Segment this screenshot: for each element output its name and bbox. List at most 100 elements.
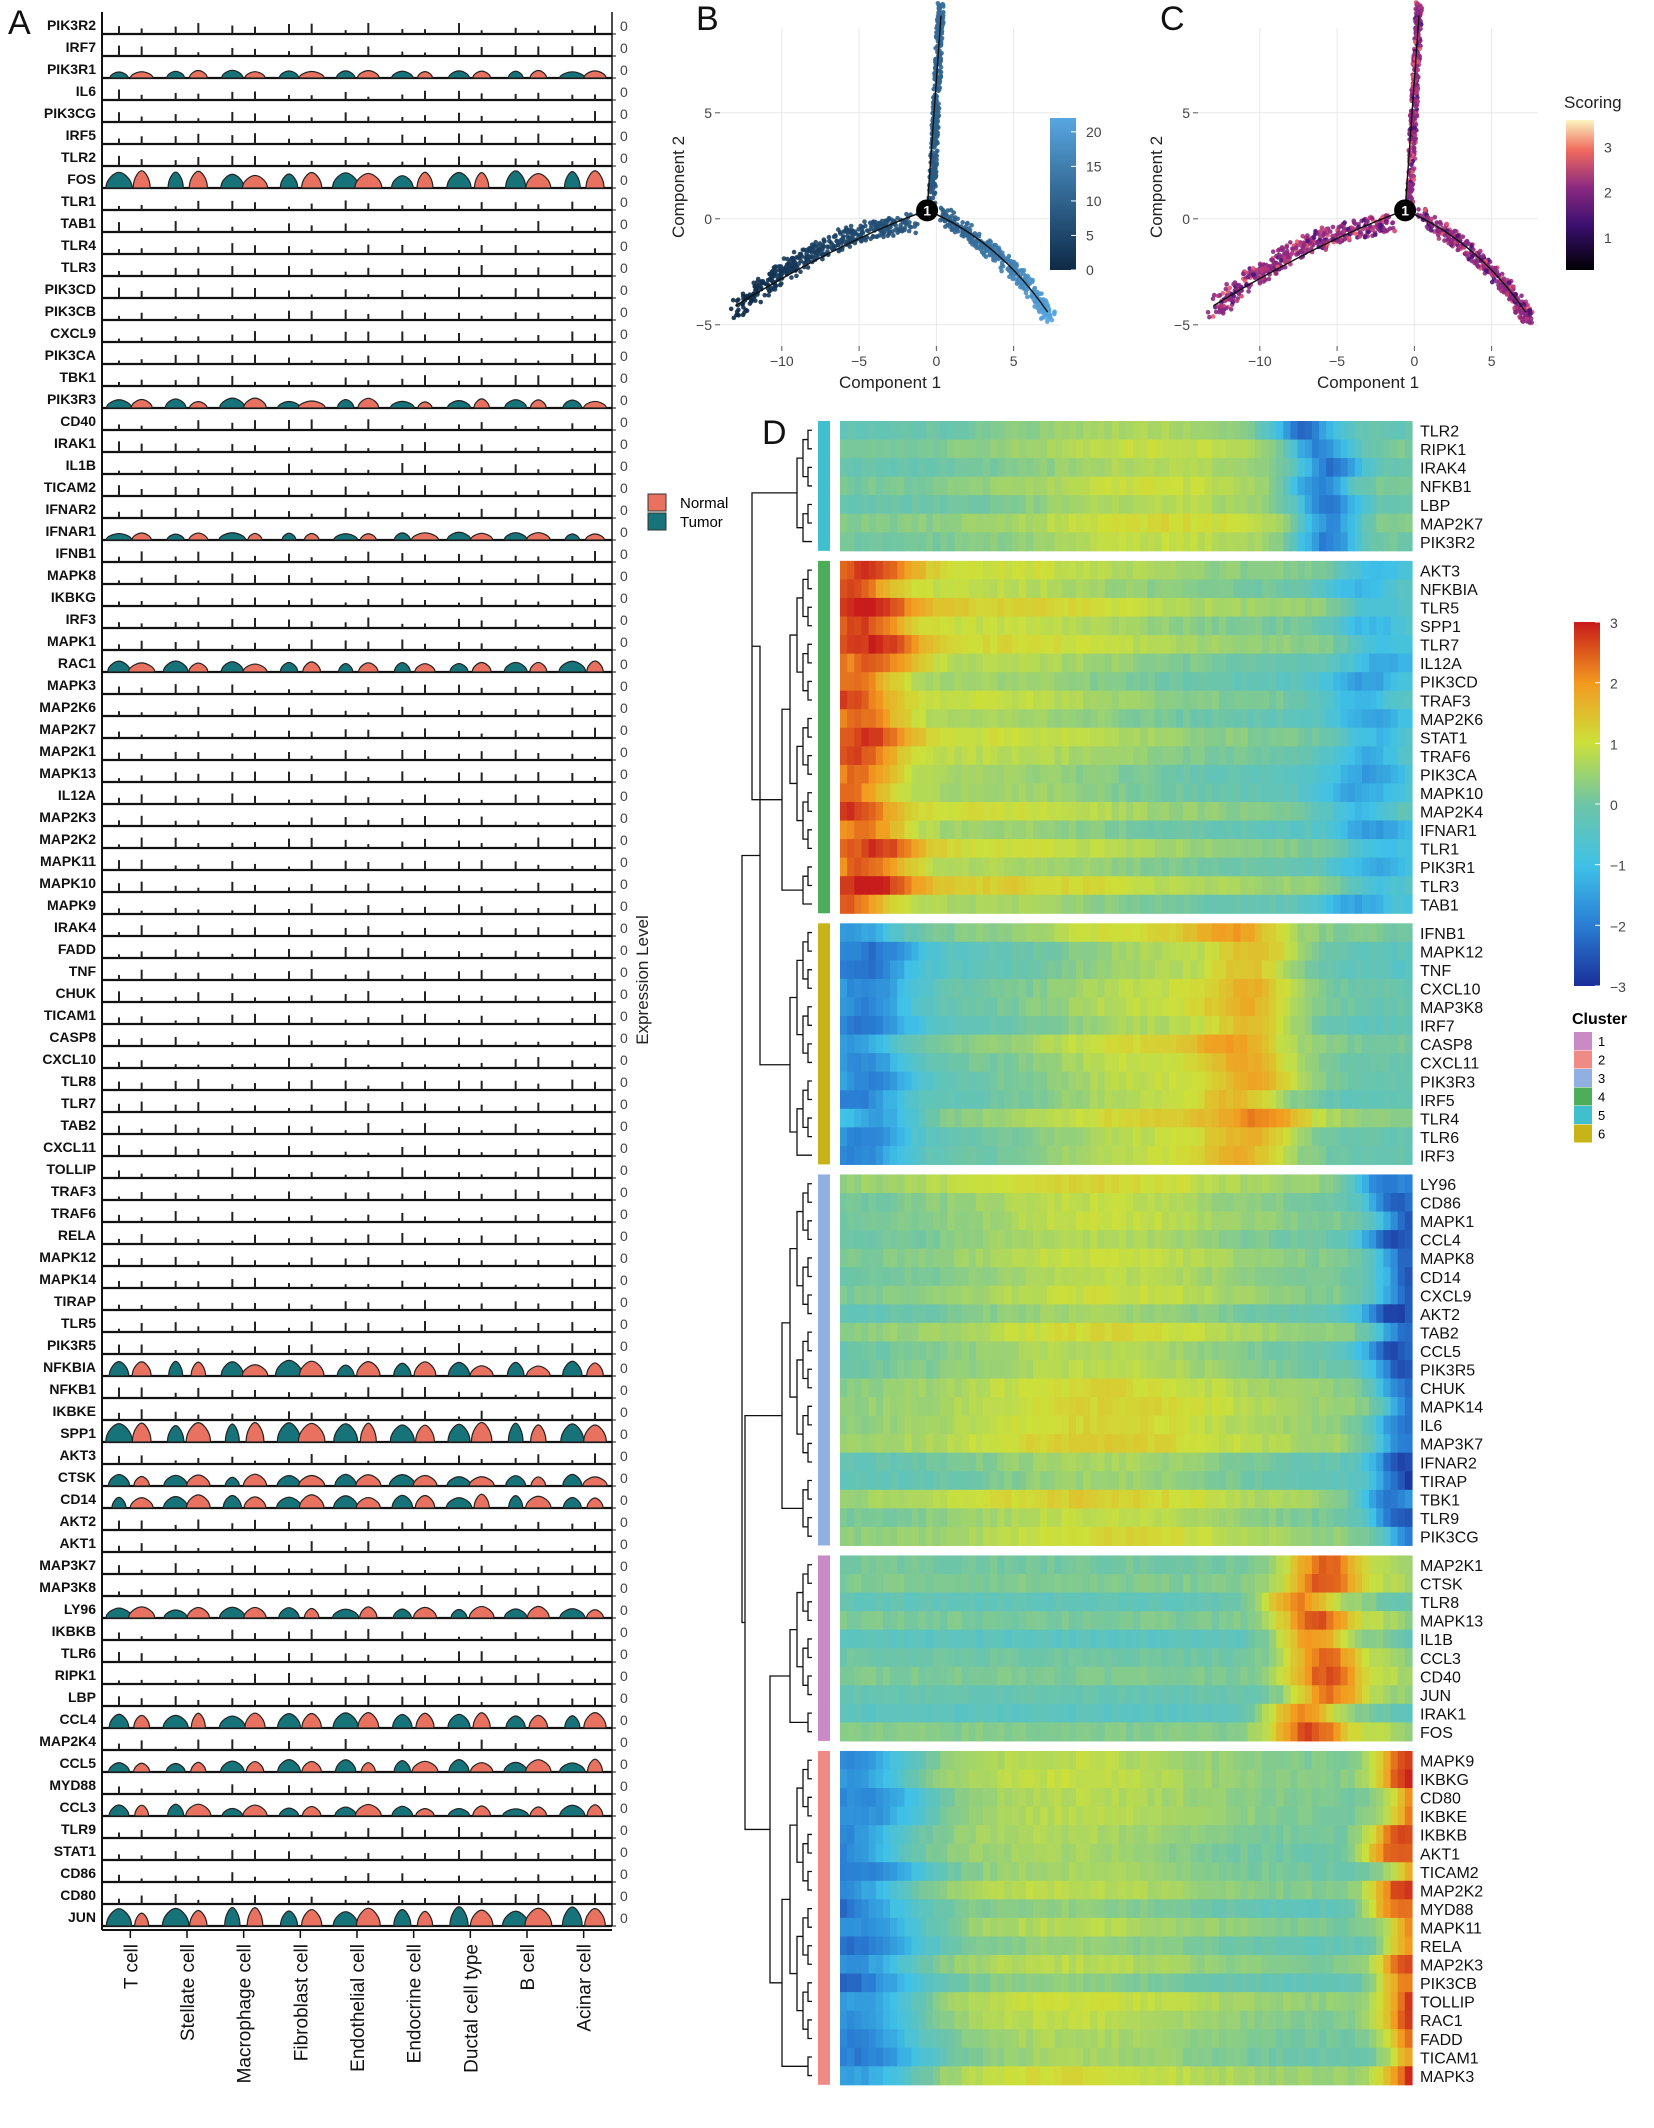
heatmap-cell (1226, 532, 1234, 552)
heatmap-cell (1133, 439, 1141, 459)
heatmap-cell (1319, 560, 1327, 580)
heatmap-cell (975, 458, 984, 478)
heatmap-cell (947, 513, 955, 533)
cell-point (781, 256, 787, 261)
violin-shape (391, 1713, 413, 1729)
heatmap-cell (861, 579, 870, 599)
heatmap-cell (1154, 597, 1163, 617)
heatmap-cell (1033, 579, 1041, 599)
heatmap-cell (1226, 439, 1234, 459)
violin-shape (303, 532, 320, 541)
cell-point (1278, 258, 1284, 263)
cell-point (760, 280, 765, 285)
heatmap-cell (1297, 560, 1306, 580)
heatmap-gene-label: IRAK4 (1420, 461, 1466, 478)
cell-point (797, 251, 803, 257)
heatmap-cell (1097, 513, 1106, 533)
cell-point (999, 260, 1005, 266)
heatmap-cell (847, 597, 855, 617)
violin-row: IRF3 0 (66, 611, 628, 630)
violin-shape (354, 1803, 382, 1817)
violin-shape (189, 1909, 208, 1927)
heatmap-cell (918, 458, 927, 478)
violin-shape (297, 400, 326, 409)
heatmap-cell (1340, 439, 1349, 459)
violin-shape (331, 1608, 360, 1619)
violin-gene-label: CCL3 (59, 1799, 96, 1815)
heatmap-cell (1075, 476, 1084, 496)
heatmap-cell (1040, 597, 1048, 617)
panel-label-c: C (1160, 0, 1185, 38)
cell-point (943, 212, 949, 218)
violin-gene-label: TOLLIP (46, 1161, 96, 1177)
violin-shape (279, 661, 299, 673)
violin-shape (129, 71, 154, 79)
heatmap-cell (1354, 532, 1363, 552)
heatmap-cell (1047, 421, 1056, 441)
heatmap-cell (1218, 421, 1227, 441)
heatmap-cell (1140, 421, 1149, 441)
cell-point (1480, 253, 1486, 259)
violin-row: RAC1 0 (58, 655, 628, 674)
cell-point (907, 224, 913, 229)
heatmap-cell (1197, 495, 1206, 515)
cell-point (794, 273, 799, 279)
violin-shape (412, 1606, 438, 1619)
heatmap-cell (897, 421, 905, 441)
heatmap-cell (990, 579, 998, 599)
heatmap-cell (954, 597, 963, 617)
violin-shape (242, 663, 268, 673)
heatmap-cell (875, 495, 884, 515)
heatmap-cell (904, 458, 913, 478)
violin-shape (354, 172, 383, 189)
cell-point (1228, 306, 1234, 312)
heatmap-cell (968, 476, 977, 496)
heatmap-cell (861, 439, 870, 459)
heatmap-cell (904, 597, 913, 617)
violin-shape (584, 533, 606, 541)
heatmap-cell (1011, 560, 1020, 580)
heatmap-cell (932, 439, 941, 459)
heatmap-cell (861, 476, 870, 496)
heatmap-cell (854, 476, 863, 496)
heatmap-cell (1190, 458, 1199, 478)
violin-shape (358, 662, 379, 673)
heatmap-cell (1140, 495, 1149, 515)
heatmap-cell (1176, 476, 1184, 496)
heatmap-cell (890, 560, 898, 580)
cell-point (976, 234, 982, 239)
heatmap-cell (890, 579, 898, 599)
heatmap-cell (1154, 458, 1163, 478)
heatmap-cell (947, 597, 955, 617)
cell-point (1346, 236, 1352, 241)
cell-point (935, 130, 940, 136)
cell-point (735, 297, 741, 302)
cell-point (834, 238, 839, 244)
violin-shape (505, 1475, 527, 1487)
heatmap-cell (1269, 532, 1277, 552)
violin-shape (559, 1762, 586, 1773)
heatmap-cell (954, 579, 963, 599)
heatmap-cell (1190, 579, 1199, 599)
heatmap-cell (1276, 532, 1284, 552)
cell-point (979, 249, 985, 255)
violin-shape (274, 1359, 304, 1377)
cell-point (932, 71, 937, 76)
cell-point (951, 210, 957, 215)
heatmap-cell (1004, 560, 1013, 580)
heatmap-cell (911, 495, 920, 515)
heatmap-gene-label: LBP (1420, 498, 1450, 515)
heatmap-cell (882, 458, 891, 478)
cell-point (826, 244, 831, 250)
violin-row-zero-tick: 0 (620, 1206, 628, 1222)
violin-row: CCL4 0 (59, 1711, 628, 1730)
cell-point (1021, 268, 1027, 273)
violin-row-zero-tick: 0 (620, 62, 628, 78)
heatmap-cell (1168, 458, 1177, 478)
cell-point (813, 239, 819, 245)
heatmap-cell (1011, 532, 1020, 552)
heatmap-cell (1354, 513, 1363, 533)
cell-point (1519, 310, 1524, 315)
heatmap-cell (1340, 421, 1349, 441)
heatmap-cell (925, 597, 934, 617)
